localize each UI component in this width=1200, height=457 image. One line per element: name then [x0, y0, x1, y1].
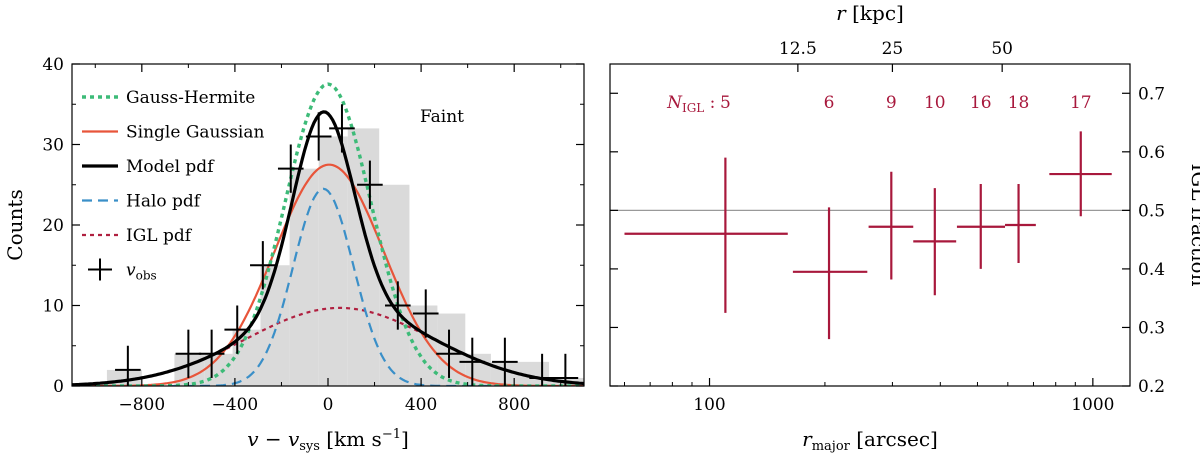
- xlabel-unit: [km s: [320, 427, 382, 451]
- y-tick-label: 0.2: [1138, 377, 1165, 397]
- x-tick-label: −400: [212, 395, 259, 415]
- top-x-axis-label: r [kpc]: [836, 1, 904, 25]
- legend-label: Single Gaussian: [126, 123, 265, 143]
- observed-point: [529, 353, 555, 386]
- y-tick-label: 20: [42, 216, 64, 236]
- x-tick-label: −800: [118, 395, 165, 415]
- observed-point: [552, 353, 579, 386]
- igl-fraction-point: [792, 207, 868, 340]
- n-igl-label: 10: [924, 93, 946, 113]
- igl-fraction-point: [1005, 184, 1036, 264]
- n-igl-label: 5: [720, 93, 731, 113]
- histogram-bar: [347, 128, 380, 386]
- histogram-bar: [318, 136, 348, 386]
- observed-point: [492, 337, 518, 386]
- panel-annotation-faint: Faint: [420, 107, 464, 127]
- y-tick-label: 10: [42, 297, 64, 317]
- curve-halo-pdf: [72, 187, 584, 386]
- right-plot-frame: [609, 63, 1131, 387]
- legend-label-vobs: vobs: [126, 261, 157, 283]
- curve-single-gaussian: [72, 163, 584, 386]
- observed-point: [357, 160, 383, 209]
- r-kpc-unit: [kpc]: [846, 1, 904, 25]
- igl-fraction-point: [956, 184, 1006, 269]
- n-igl-label: 17: [1070, 93, 1092, 113]
- observed-point: [459, 337, 486, 386]
- observed-point: [412, 289, 439, 338]
- right-y-axis-label: IGL fraction: [1187, 164, 1200, 287]
- legend-label: Halo pdf: [126, 192, 202, 212]
- observed-point: [329, 104, 355, 153]
- igl-fraction-point: [1049, 131, 1112, 217]
- observed-point: [250, 241, 276, 290]
- x-tick-label: 100: [693, 395, 725, 415]
- r-major-symbol: r: [802, 427, 813, 451]
- observed-point: [436, 329, 462, 378]
- left-chart-panel: −800 −400 0 400 800 0 10 20 30 40 Gauss-Hermite Si…: [3, 55, 585, 454]
- n-igl-label: 9: [886, 93, 897, 113]
- x-tick-label: 1000: [1071, 395, 1114, 415]
- legend: Gauss-Hermite Single Gaussian Model pdf Hal…: [82, 88, 265, 283]
- igl-fraction-points: [624, 131, 1112, 340]
- igl-fraction-point: [913, 188, 957, 296]
- left-axis-ticks: −800 −400 0 400 800 0 10 20 30 40: [42, 55, 584, 415]
- left-y-axis-label: Counts: [3, 189, 27, 260]
- y-tick-label: 0.4: [1138, 260, 1165, 280]
- curve-model-pdf: [72, 110, 584, 386]
- n-igl-label: 16: [970, 93, 992, 113]
- legend-label: Model pdf: [126, 157, 215, 177]
- histogram-bar: [260, 265, 290, 386]
- legend-label: Gauss-Hermite: [126, 88, 255, 108]
- observed-points: [115, 104, 579, 386]
- observed-point: [385, 281, 411, 330]
- igl-fraction-point: [868, 171, 914, 280]
- histogram-bar: [379, 184, 410, 386]
- y-tick-label: 0.3: [1138, 318, 1165, 338]
- y-tick-label: 0.5: [1138, 201, 1165, 221]
- xlabel-close: ]: [401, 427, 409, 451]
- observed-point: [115, 345, 141, 386]
- top-tick-label: 25: [882, 39, 904, 59]
- n-igl-label: 18: [1008, 93, 1030, 113]
- histogram-bar: [289, 168, 319, 386]
- y-tick-label: 30: [42, 136, 64, 156]
- top-tick-label: 50: [991, 39, 1013, 59]
- right-axis-ticks: 100 1000 12.5 25 50 0.2 0.3 0.4 0.5 0.6 0.7: [610, 39, 1165, 415]
- y-tick-label: 0.7: [1138, 84, 1165, 104]
- y-tick-label: 0.6: [1138, 143, 1165, 163]
- left-x-axis-label: v − vsys [km s−1]: [247, 427, 409, 454]
- top-tick-label: 12.5: [779, 39, 817, 59]
- legend-label: IGL pdf: [126, 226, 193, 246]
- observed-point: [277, 144, 304, 193]
- right-x-axis-label: rmajor [arcsec]: [802, 427, 938, 454]
- xlabel-sub: sys: [299, 439, 320, 454]
- n-igl-labels: 5 6 9 10 16 18 17 NIGL :: [666, 93, 1092, 115]
- y-tick-label: 0: [53, 377, 64, 397]
- xlabel-unit-sup: −1: [382, 427, 401, 442]
- n-igl-prefix: NIGL :: [666, 93, 715, 115]
- x-tick-label: 0: [323, 395, 334, 415]
- y-tick-label: 40: [42, 55, 64, 75]
- igl-fraction-point: [624, 157, 788, 313]
- n-igl-label: 6: [824, 93, 835, 113]
- x-tick-label: 400: [405, 395, 437, 415]
- r-major-unit: [arcsec]: [850, 427, 938, 451]
- observed-point: [198, 329, 225, 378]
- xlabel-main: v − v: [247, 427, 300, 451]
- observed-point: [224, 305, 251, 354]
- r-major-sub: major: [812, 439, 851, 454]
- observed-point: [175, 329, 202, 378]
- r-kpc-symbol: r: [836, 1, 847, 25]
- observed-point: [305, 112, 332, 161]
- x-tick-label: 800: [498, 395, 530, 415]
